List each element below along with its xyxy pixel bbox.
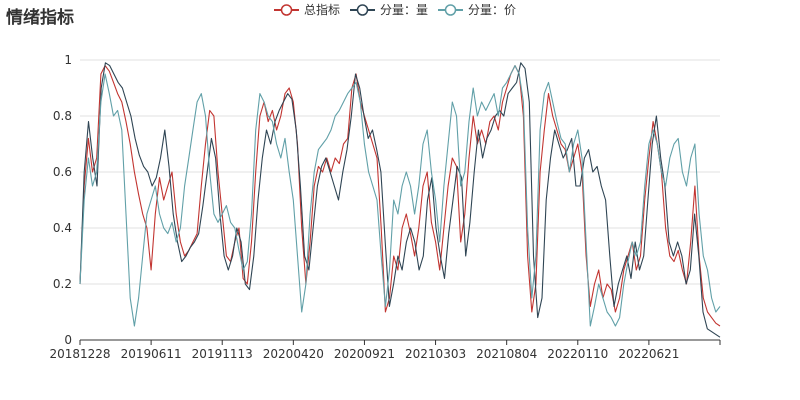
grid-layer: [80, 59, 720, 285]
series-layer: [79, 62, 721, 338]
x-tick-label: 20191113: [192, 347, 253, 361]
chart-title: 情绪指标: [6, 8, 74, 28]
x-tick-label: 20210303: [405, 347, 466, 361]
x-tick-label: 20200420: [263, 347, 324, 361]
legend[interactable]: 总指标 分量：量 分量：价: [274, 2, 516, 17]
x-tick-label: 20210804: [476, 347, 537, 361]
x-tick-label: 20181228: [49, 347, 110, 361]
y-tick-label: 0.8: [53, 109, 72, 123]
y-tick-label: 0.2: [53, 277, 72, 291]
legend-label: 总指标: [304, 2, 340, 17]
x-tick-label: 20200921: [334, 347, 395, 361]
legend-label: 分量：量: [380, 3, 428, 17]
legend-item-1[interactable]: 分量：量: [350, 3, 428, 17]
legend-circle-icon: [444, 4, 457, 16]
series-line-2: [79, 65, 721, 327]
legend-circle-icon: [280, 4, 293, 16]
legend-circle-icon: [356, 4, 369, 16]
axis-layer: 0 0.2 0.4 0.6 0.8 1 20181228 20190611 20191113 20…: [49, 53, 721, 361]
y-tick-label: 0: [64, 333, 72, 347]
legend-item-0[interactable]: 总指标: [274, 2, 340, 17]
y-tick-label: 0.4: [53, 221, 72, 235]
series-line-1: [79, 62, 721, 338]
legend-label: 分量：价: [468, 3, 516, 17]
y-tick-label: 0.6: [53, 165, 72, 179]
x-tick-label: 20220110: [547, 347, 608, 361]
x-tick-label: 20190611: [121, 347, 182, 361]
y-tick-label: 1: [64, 53, 72, 67]
series-line-0: [79, 65, 721, 327]
x-tick-label: 20220621: [618, 347, 679, 361]
legend-item-2[interactable]: 分量：价: [438, 3, 516, 17]
